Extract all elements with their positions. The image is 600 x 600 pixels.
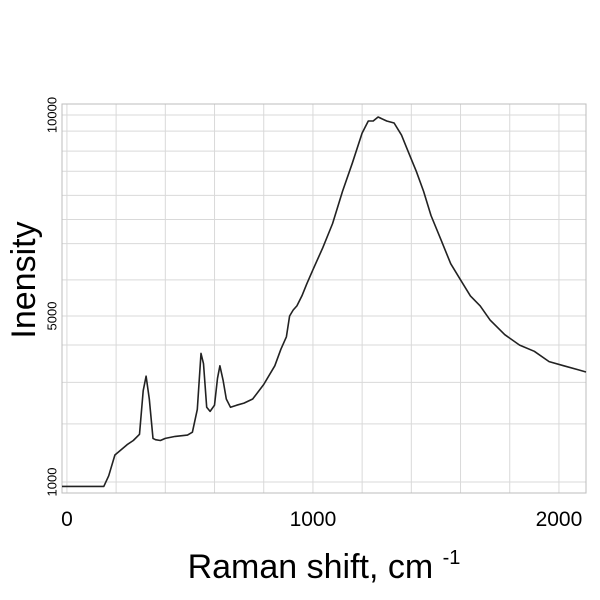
x-tick-label-0: 0 bbox=[61, 508, 73, 531]
y-tick-label-1: 5000 bbox=[45, 302, 60, 331]
series-layer bbox=[62, 116, 587, 488]
y-axis-title: Inensity bbox=[5, 221, 43, 338]
y-tick-label-2: 10000 bbox=[45, 97, 60, 133]
x-tick-label-1: 1000 bbox=[290, 508, 337, 531]
x-tick-label-2: 2000 bbox=[536, 508, 583, 531]
grid-layer bbox=[62, 104, 586, 493]
x-axis-title-superscript: -1 bbox=[443, 547, 461, 569]
plot-frame bbox=[61, 103, 587, 494]
x-axis-title-main: Raman shift, cm bbox=[188, 548, 434, 586]
x-axis-title: Raman shift, cm -1 bbox=[188, 547, 461, 586]
y-tick-label-0: 1000 bbox=[45, 468, 60, 497]
spectrum-series-0 bbox=[62, 116, 587, 488]
